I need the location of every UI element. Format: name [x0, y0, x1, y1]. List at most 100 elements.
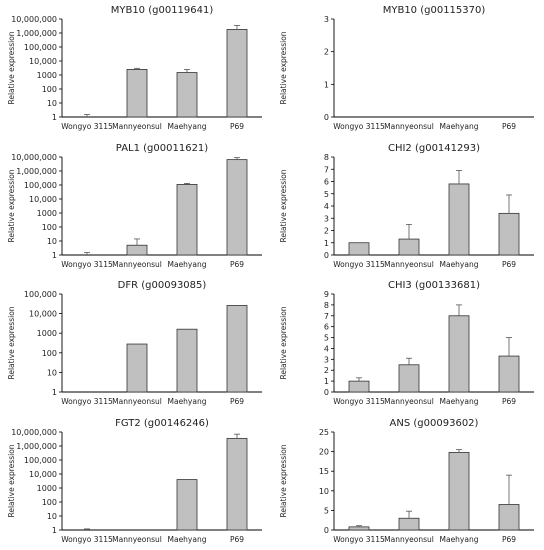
y-tick-label: 1 [324, 239, 329, 248]
bar-p69 [226, 437, 248, 531]
y-tick-label: 10,000,000 [11, 15, 57, 24]
x-tick-label: Wongyo 3115 [61, 397, 113, 406]
chart-title: ANS (g00093602) [390, 418, 479, 429]
y-tick-label: 1 [52, 526, 57, 535]
x-tick-label: Maehyang [440, 535, 479, 544]
x-tick-label: Maehyang [168, 122, 207, 131]
y-tick-label: 9 [324, 290, 329, 299]
y-tick-label: 1000 [37, 209, 57, 218]
y-tick-label: 2 [324, 366, 329, 375]
y-tick-label: 10 [47, 368, 57, 377]
x-tick-label: Wongyo 3115 [333, 535, 385, 544]
y-axis-label: Relative expression [7, 444, 16, 517]
y-tick-label: 20 [319, 448, 329, 457]
y-axis-label: Relative expression [279, 306, 288, 379]
y-tick-label: 3 [324, 355, 329, 364]
y-tick-label: 100,000 [24, 181, 57, 190]
bar-mannyeonsul [126, 244, 148, 256]
chart-ans: ANS (g00093602) Relative expression 0 5 10 15… [279, 418, 534, 544]
y-tick-label: 5 [324, 334, 329, 343]
chart-chi2: CHI2 (g00141293) Relative expression 0 1 2 3 4… [279, 143, 534, 269]
chart-title: DFR (g00093085) [118, 280, 207, 291]
chart-myb10-g00119641: MYB10 (g00119641) Relative expression 1 10 1… [7, 5, 262, 131]
x-tick-label: Mannyeonsul [384, 260, 434, 269]
y-tick-label: 10,000 [29, 470, 57, 479]
y-axis-label: Relative expression [279, 31, 288, 104]
x-tick-label: P69 [230, 260, 244, 269]
x-tick-label: P69 [230, 122, 244, 131]
bar-p69 [226, 159, 248, 256]
x-tick-label: Wongyo 3115 [333, 122, 385, 131]
y-tick-label: 3 [324, 15, 329, 24]
y-tick-label: 10,000,000 [11, 428, 57, 437]
bar-maehyang [448, 451, 470, 531]
y-tick-label: 6 [324, 178, 329, 187]
bar-maehyang [176, 479, 198, 531]
bar-p69 [498, 355, 520, 393]
y-tick-label: 1 [324, 377, 329, 386]
chart-title: MYB10 (g00115370) [383, 5, 486, 16]
bar-mannyeonsul [398, 364, 420, 393]
x-tick-label: Wongyo 3115 [61, 535, 113, 544]
y-tick-label: 4 [324, 202, 329, 211]
y-tick-label: 100,000 [24, 290, 57, 299]
chart-panel-fgt2: FGT2 (g00146246) Relative expression 1 10 10… [0, 413, 272, 550]
y-tick-label: 100 [42, 498, 57, 507]
y-tick-label: 8 [324, 153, 329, 162]
chart-chi3: CHI3 (g00133681) Relative expression 0 1 2 3 4… [279, 280, 534, 406]
chart-panel-myb10-g00115370: MYB10 (g00115370) Relative expression 0 1 2 3… [272, 0, 544, 137]
bar-mannyeonsul [126, 69, 148, 118]
y-tick-label: 100 [42, 349, 57, 358]
x-tick-label: P69 [502, 535, 516, 544]
y-tick-label: 1 [324, 80, 329, 89]
x-tick-label: P69 [502, 122, 516, 131]
x-tick-label: Mannyeonsul [112, 535, 162, 544]
y-axis-label: Relative expression [7, 306, 16, 379]
chart-title: PAL1 (g00011621) [116, 143, 208, 154]
x-tick-label: P69 [502, 260, 516, 269]
y-tick-label: 10,000 [29, 57, 57, 66]
x-tick-label: Maehyang [440, 122, 479, 131]
bar-wongyo-3115 [348, 242, 370, 256]
y-tick-label: 10,000 [29, 195, 57, 204]
y-tick-label: 7 [324, 312, 329, 321]
bar-wongyo-3115 [348, 526, 370, 531]
x-tick-label: Wongyo 3115 [61, 122, 113, 131]
y-axis-label: Relative expression [7, 169, 16, 242]
y-tick-label: 1000 [37, 484, 57, 493]
y-tick-label: 10 [47, 99, 57, 108]
x-tick-label: Mannyeonsul [112, 260, 162, 269]
chart-title: CHI3 (g00133681) [388, 280, 480, 291]
y-tick-label: 1000 [37, 71, 57, 80]
chart-panel-chi3: CHI3 (g00133681) Relative expression 0 1 2 3 4… [272, 275, 544, 412]
y-axis-label: Relative expression [7, 31, 16, 104]
y-tick-label: 100,000 [24, 456, 57, 465]
y-tick-label: 6 [324, 323, 329, 332]
chart-fgt2: FGT2 (g00146246) Relative expression 1 10 10… [7, 418, 262, 544]
y-tick-label: 0 [324, 251, 329, 260]
x-tick-label: Wongyo 3115 [333, 397, 385, 406]
x-tick-label: Mannyeonsul [384, 535, 434, 544]
y-tick-label: 0 [324, 388, 329, 397]
x-tick-label: Maehyang [440, 260, 479, 269]
x-tick-label: Maehyang [168, 260, 207, 269]
bar-mannyeonsul [398, 238, 420, 256]
x-tick-label: Wongyo 3115 [61, 260, 113, 269]
y-tick-label: 10 [319, 487, 329, 496]
bar-p69 [498, 212, 520, 256]
y-tick-label: 1 [52, 113, 57, 122]
bar-maehyang [448, 315, 470, 393]
bar-maehyang [176, 184, 198, 256]
bar-p69 [498, 504, 520, 531]
bar-maehyang [448, 183, 470, 256]
x-tick-label: P69 [230, 397, 244, 406]
y-tick-label: 100 [42, 85, 57, 94]
y-tick-label: 1,000,000 [16, 442, 57, 451]
bar-mannyeonsul [398, 517, 420, 531]
y-tick-label: 15 [319, 467, 329, 476]
chart-title: CHI2 (g00141293) [388, 143, 480, 154]
y-tick-label: 1 [52, 251, 57, 260]
chart-myb10-g00115370: MYB10 (g00115370) Relative expression 0 1 2 3… [279, 5, 534, 131]
y-tick-label: 5 [324, 506, 329, 515]
chart-panel-pal1: PAL1 (g00011621) Relative expression 1 10 10… [0, 138, 272, 275]
